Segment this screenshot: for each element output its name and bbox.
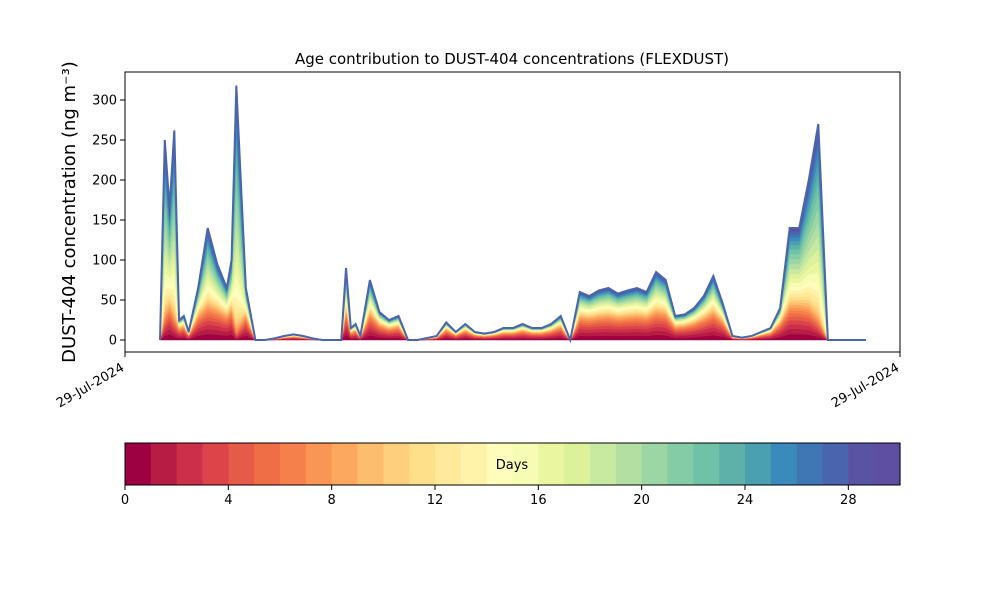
- age-layer-26: [159, 106, 866, 341]
- colorbar-segment: [590, 443, 617, 485]
- colorbar-segment: [796, 443, 824, 485]
- colorbar-segment: [435, 443, 462, 485]
- age-layer-22: [159, 159, 866, 341]
- total-outline: [159, 85, 866, 344]
- colorbar-segment: [745, 443, 772, 485]
- colorbar-tick-label: 0: [121, 493, 129, 508]
- colorbar-segment: [383, 443, 410, 485]
- colorbar-segment: [770, 443, 798, 485]
- colorbar-segment: [615, 443, 643, 485]
- chart-title: Age contribution to DUST-404 concentrati…: [295, 50, 729, 68]
- plot-frame: [124, 71, 901, 353]
- colorbar-segment: [564, 443, 591, 485]
- y-tick-label: 300: [92, 94, 117, 109]
- colorbar-tick-label: 4: [224, 493, 232, 508]
- colorbar-segment: [357, 443, 384, 485]
- colorbar-frame: [124, 442, 901, 486]
- y-tick-label: 50: [100, 294, 117, 309]
- colorbar-segment: [150, 443, 178, 485]
- age-layer-14: [159, 280, 866, 341]
- colorbar-segment: [254, 443, 281, 485]
- age-layer-19: [159, 211, 866, 341]
- colorbar-segment: [874, 443, 901, 485]
- age-layer-29: [159, 85, 866, 341]
- age-layer-17: [159, 245, 866, 341]
- colorbar-segment: [719, 443, 746, 485]
- colorbar-tick-label: 24: [737, 493, 754, 508]
- y-tick-label: 250: [92, 134, 117, 149]
- stacked-area-layers: [159, 85, 866, 344]
- colorbar-segment: [486, 443, 514, 485]
- age-layer-23: [159, 143, 866, 341]
- colorbar-segment: [641, 443, 669, 485]
- age-layer-27: [159, 98, 866, 341]
- colorbar-segment: [409, 443, 436, 485]
- age-layer-25: [159, 117, 866, 341]
- colorbar-segment: [512, 443, 539, 485]
- age-layer-18: [159, 228, 866, 341]
- age-layer-28: [159, 91, 866, 341]
- colorbar-segment: [331, 443, 359, 485]
- x-axis-ticks: 29-Jul-2024 29-Jul-2024: [54, 352, 902, 411]
- colorbar-ticks: 0 4 8 12 16 20 24 28: [121, 485, 857, 508]
- colorbar-segment: [822, 443, 849, 485]
- y-tick-label: 200: [92, 174, 117, 189]
- colorbar-segment: [125, 443, 152, 485]
- y-tick-label: 100: [92, 254, 117, 269]
- y-axis-label: DUST-404 concentration (ng m⁻³): [59, 61, 80, 363]
- colorbar-segment: [667, 443, 694, 485]
- colorbar-segment: [202, 443, 229, 485]
- colorbar-tick-label: 12: [427, 493, 444, 508]
- x-tick-label: 29-Jul-2024: [54, 360, 127, 411]
- colorbar-segment: [460, 443, 488, 485]
- colorbar-segment: [305, 443, 333, 485]
- colorbar: [124, 442, 901, 486]
- colorbar-segment: [848, 443, 875, 485]
- colorbar-label: Days: [496, 458, 529, 473]
- y-tick-label: 150: [92, 214, 117, 229]
- colorbar-tick-label: 20: [633, 493, 650, 508]
- age-layer-20: [159, 193, 866, 341]
- colorbar-tick-label: 16: [530, 493, 547, 508]
- colorbar-segment: [176, 443, 204, 485]
- colorbar-segment: [538, 443, 565, 485]
- colorbar-segment: [228, 443, 255, 485]
- y-axis-ticks: 0 50 100 150 200 250 300: [92, 94, 125, 349]
- colorbar-segment: [280, 443, 307, 485]
- y-tick-label: 0: [109, 334, 117, 349]
- colorbar-tick-label: 28: [840, 493, 857, 508]
- colorbar-tick-label: 8: [328, 493, 336, 508]
- age-layer-24: [159, 129, 866, 341]
- colorbar-segment: [693, 443, 720, 485]
- x-tick-label: 29-Jul-2024: [829, 360, 902, 411]
- age-layer-21: [159, 175, 866, 341]
